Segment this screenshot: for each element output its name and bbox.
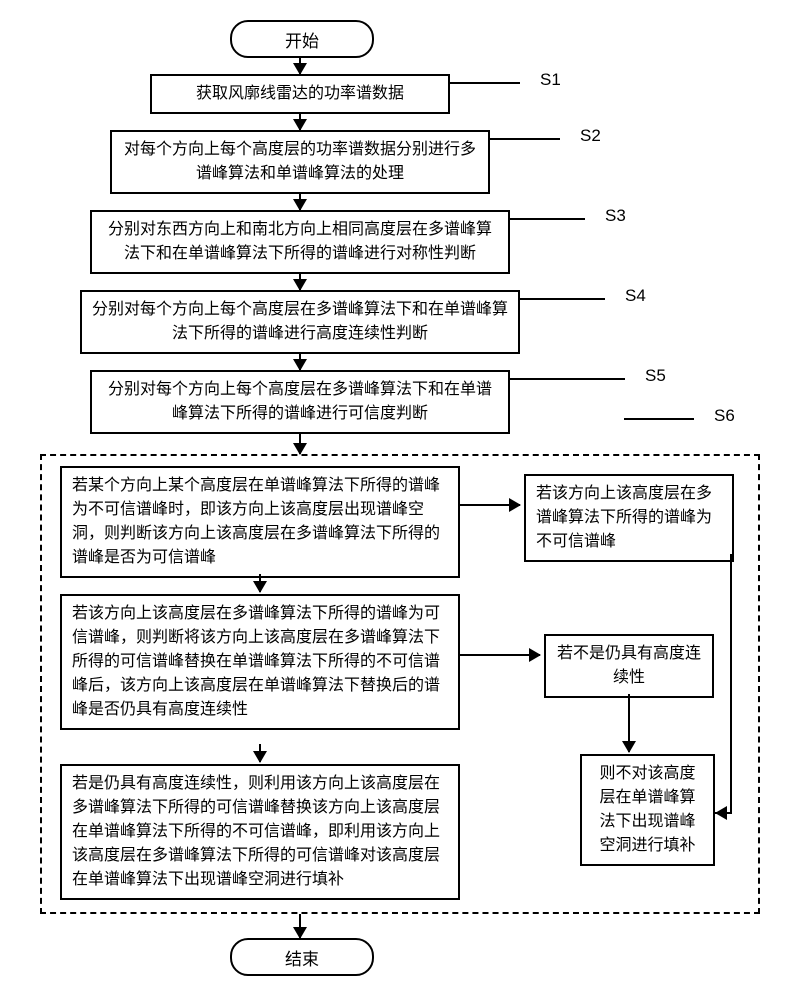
lead-s5 (510, 378, 625, 380)
step-s5-text: 分别对每个方向上每个高度层在多谱峰算法下和在单谱峰算法下所得的谱峰进行可信度判断 (108, 381, 492, 422)
s6-box-a-text: 若某个方向上某个高度层在单谱峰算法下所得的谱峰为不可信谱峰时，即该方向上该高度层… (72, 477, 440, 566)
step-s1: 获取风廓线雷达的功率谱数据 (150, 74, 450, 114)
label-s5: S5 (645, 366, 666, 386)
arrow-a-to-b (259, 574, 261, 592)
s6-box-a: 若某个方向上某个高度层在单谱峰算法下所得的谱峰为不可信谱峰时，即该方向上该高度层… (60, 466, 460, 578)
vline-bright-down (628, 694, 630, 752)
label-s2: S2 (580, 126, 601, 146)
terminal-start-label: 开始 (285, 27, 319, 52)
lead-s6 (624, 418, 694, 420)
s6-box-b: 若该方向上该高度层在多谱峰算法下所得的谱峰为可信谱峰，则判断将该方向上该高度层在… (60, 594, 460, 730)
arrow-a-right (460, 504, 520, 506)
lead-s4 (520, 298, 605, 300)
s6-box-c-text: 若是仍具有高度连续性，则利用该方向上该高度层在多谱峰算法下所得的可信谱峰替换该方… (72, 775, 440, 888)
step-s3-text: 分别对东西方向上和南北方向上相同高度层在多谱峰算法下和在单谱峰算法下所得的谱峰进… (108, 221, 492, 262)
arrow-b-to-c (259, 744, 261, 762)
step-s2: 对每个方向上每个高度层的功率谱数据分别进行多谱峰算法和单谱峰算法的处理 (110, 130, 490, 194)
s6-box-a-right-text: 若该方向上该高度层在多谱峰算法下所得的谱峰为不可信谱峰 (536, 485, 712, 550)
lead-s1 (450, 82, 520, 84)
step-s1-text: 获取风廓线雷达的功率谱数据 (196, 85, 404, 102)
arrow-b-right (460, 654, 540, 656)
terminal-end-label: 结束 (285, 945, 319, 970)
label-s4: S4 (625, 286, 646, 306)
label-s1: S1 (540, 70, 561, 90)
s6-box-c-right: 则不对该高度层在单谱峰算法下出现谱峰空洞进行填补 (580, 754, 715, 866)
terminal-end: 结束 (230, 938, 374, 976)
step-s4: 分别对每个方向上每个高度层在多谱峰算法下和在单谱峰算法下所得的谱峰进行高度连续性… (80, 290, 520, 354)
lead-s2 (490, 138, 560, 140)
s6-box-b-right: 若不是仍具有高度连续性 (544, 634, 714, 698)
terminal-start: 开始 (230, 20, 374, 58)
s6-box-c-right-text: 则不对该高度层在单谱峰算法下出现谱峰空洞进行填补 (599, 765, 695, 854)
label-s3: S3 (605, 206, 626, 226)
lead-s3 (510, 218, 585, 220)
s6-box-b-right-text: 若不是仍具有高度连续性 (557, 645, 701, 686)
step-s5: 分别对每个方向上每个高度层在多谱峰算法下和在单谱峰算法下所得的谱峰进行可信度判断 (90, 370, 510, 434)
label-s6: S6 (714, 406, 735, 426)
step-s2-text: 对每个方向上每个高度层的功率谱数据分别进行多谱峰算法和单谱峰算法的处理 (124, 141, 476, 182)
s6-box-c: 若是仍具有高度连续性，则利用该方向上该高度层在多谱峰算法下所得的可信谱峰替换该方… (60, 764, 460, 900)
flowchart-container: 开始 获取风廓线雷达的功率谱数据 S1 对每个方向上每个高度层的功率谱数据分别进… (20, 20, 776, 976)
s6-box-a-right: 若该方向上该高度层在多谱峰算法下所得的谱峰为不可信谱峰 (524, 474, 734, 562)
s6-box-b-text: 若该方向上该高度层在多谱峰算法下所得的谱峰为可信谱峰，则判断将该方向上该高度层在… (72, 605, 440, 718)
step-s4-text: 分别对每个方向上每个高度层在多谱峰算法下和在单谱峰算法下所得的谱峰进行高度连续性… (92, 301, 508, 342)
step-s3: 分别对东西方向上和南北方向上相同高度层在多谱峰算法下和在单谱峰算法下所得的谱峰进… (90, 210, 510, 274)
vline-aright-down (730, 554, 732, 814)
